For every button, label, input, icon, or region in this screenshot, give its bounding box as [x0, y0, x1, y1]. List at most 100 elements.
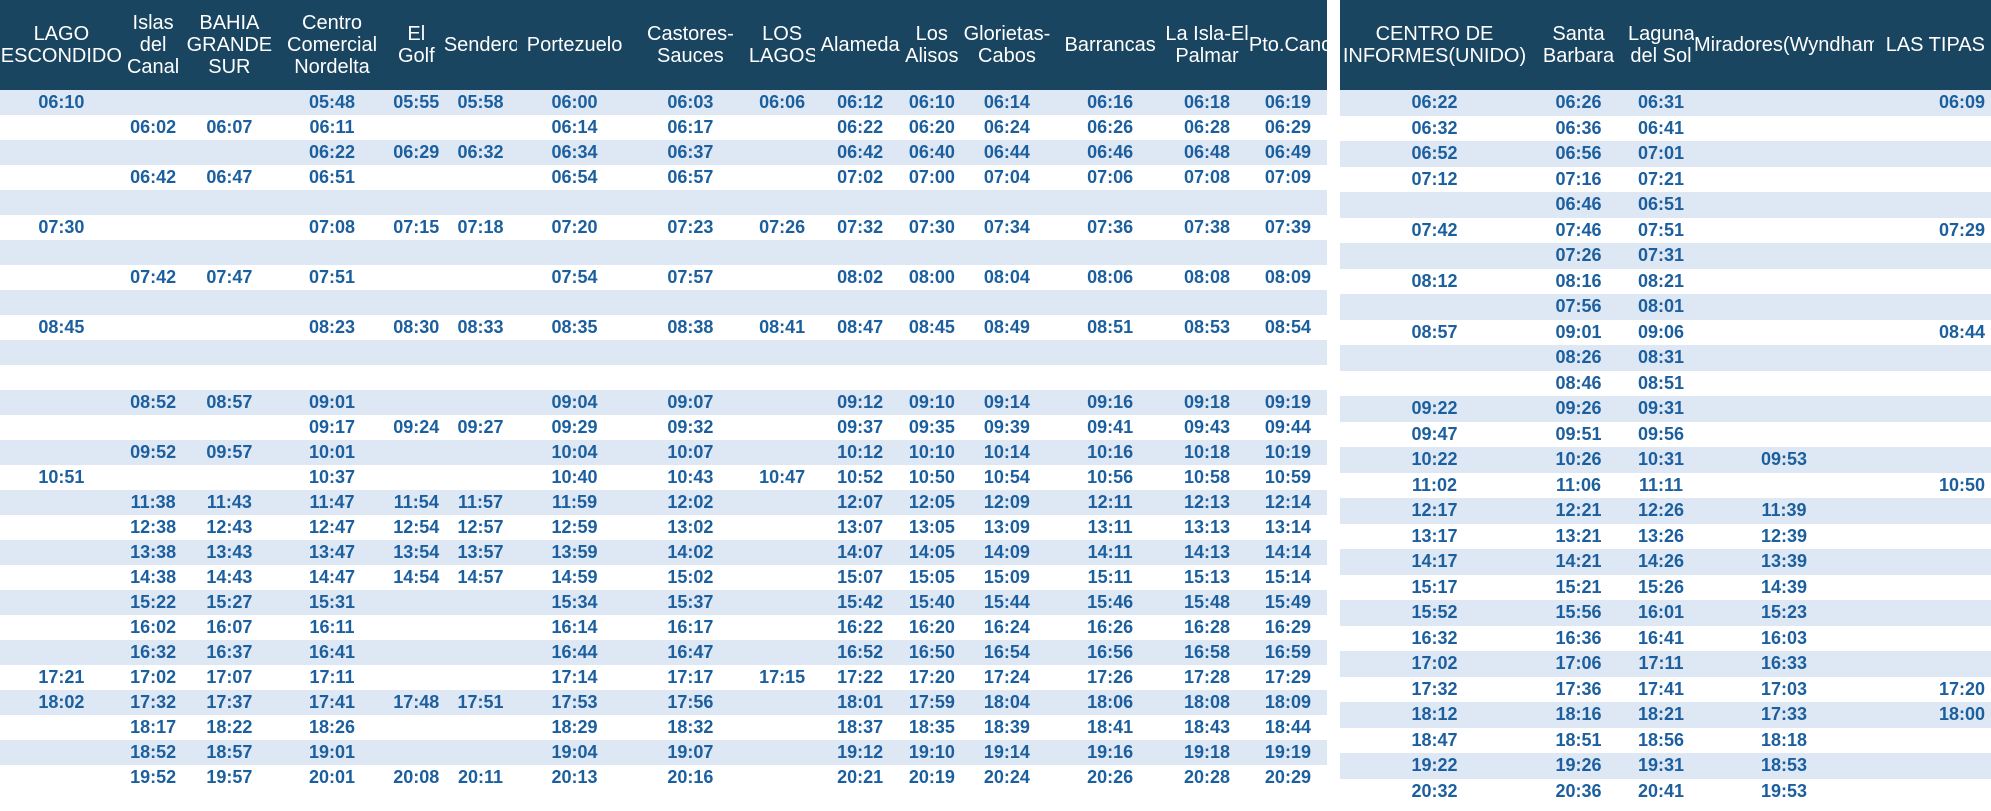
time-cell: 10:40 — [517, 465, 632, 490]
time-cell: 15:52 — [1340, 600, 1529, 626]
time-cell — [388, 740, 444, 765]
table-row: 10:22 10:26 10:31 09:53 — [1340, 447, 1991, 473]
time-cell — [122, 140, 184, 165]
table-row: 06:46 06:51 — [1340, 192, 1991, 218]
time-cell — [388, 615, 444, 640]
time-cell — [1694, 141, 1874, 167]
column-header: Santa Barbara — [1529, 0, 1628, 90]
time-cell: 16:01 — [1628, 600, 1694, 626]
time-cell: 06:37 — [631, 140, 749, 165]
time-cell: 06:42 — [815, 140, 905, 165]
table-row: 07:42 07:46 07:51 07:29 — [1340, 217, 1991, 243]
time-cell — [275, 190, 389, 215]
time-cell: 18:00 — [1874, 702, 1991, 728]
time-cell: 20:13 — [517, 765, 632, 790]
time-cell: 09:51 — [1529, 421, 1628, 447]
time-cell: 12:09 — [958, 490, 1056, 515]
time-cell: 10:16 — [1055, 440, 1166, 465]
time-cell: 09:06 — [1628, 319, 1694, 345]
time-cell: 13:11 — [1055, 515, 1166, 540]
time-cell — [748, 165, 816, 190]
time-cell: 06:26 — [1529, 90, 1628, 116]
time-cell — [1874, 421, 1991, 447]
time-cell: 16:54 — [958, 640, 1056, 665]
table-row: 18:17 18:22 18:26 18:29 18:32 18:37 18:35 18:39… — [0, 715, 1327, 740]
time-cell: 16:41 — [1628, 625, 1694, 651]
column-header: La Isla-El Palmar — [1165, 0, 1249, 90]
time-cell — [388, 590, 444, 615]
time-cell: 16:24 — [958, 615, 1056, 640]
time-cell: 14:47 — [275, 565, 389, 590]
time-cell — [443, 440, 518, 465]
time-cell: 09:18 — [1165, 390, 1249, 415]
time-cell: 08:31 — [1628, 345, 1694, 371]
time-cell: 15:05 — [904, 565, 959, 590]
table-row: 17:21 17:02 17:07 17:11 17:14 17:17 17:15 17:22… — [0, 665, 1327, 690]
time-cell: 07:36 — [1055, 215, 1166, 240]
time-cell: 19:16 — [1055, 740, 1166, 765]
time-cell — [517, 290, 632, 315]
time-cell: 17:53 — [517, 690, 632, 715]
time-cell — [517, 365, 632, 390]
time-cell — [1694, 115, 1874, 141]
time-cell: 06:46 — [1529, 192, 1628, 218]
time-cell — [122, 315, 184, 340]
time-cell — [748, 740, 816, 765]
time-cell — [631, 340, 749, 365]
time-cell: 07:39 — [1248, 215, 1327, 240]
time-cell — [275, 290, 389, 315]
time-cell: 18:53 — [1694, 753, 1874, 779]
time-cell — [1694, 472, 1874, 498]
time-cell: 06:22 — [815, 115, 905, 140]
time-cell: 10:22 — [1340, 447, 1529, 473]
time-cell — [1340, 345, 1529, 371]
time-cell — [183, 240, 276, 265]
table-row: 06:02 06:07 06:11 06:14 06:17 06:22 06:20 06:24… — [0, 115, 1327, 140]
time-cell: 15:46 — [1055, 590, 1166, 615]
time-cell: 20:21 — [815, 765, 905, 790]
time-cell: 19:10 — [904, 740, 959, 765]
time-cell: 19:12 — [815, 740, 905, 765]
time-cell — [0, 565, 123, 590]
time-cell: 19:18 — [1165, 740, 1249, 765]
time-cell: 15:07 — [815, 565, 905, 590]
time-cell: 08:21 — [1628, 268, 1694, 294]
time-cell — [0, 440, 123, 465]
time-cell — [275, 240, 389, 265]
table-row: 16:32 16:36 16:41 16:03 — [1340, 625, 1991, 651]
time-cell — [122, 90, 184, 115]
time-cell: 09:24 — [388, 415, 444, 440]
time-cell: 07:47 — [183, 265, 276, 290]
time-cell: 09:22 — [1340, 396, 1529, 422]
time-cell: 17:11 — [1628, 651, 1694, 677]
time-cell: 14:21 — [1529, 549, 1628, 575]
time-cell — [815, 365, 905, 390]
time-cell: 12:26 — [1628, 498, 1694, 524]
time-cell: 08:53 — [1165, 315, 1249, 340]
table-row — [0, 340, 1327, 365]
time-cell — [1694, 294, 1874, 320]
time-cell: 13:17 — [1340, 523, 1529, 549]
time-cell: 10:43 — [631, 465, 749, 490]
time-cell — [748, 240, 816, 265]
time-cell — [748, 290, 816, 315]
column-header: Castores-Sauces — [631, 0, 749, 90]
table-row: 17:32 17:36 17:41 17:03 17:20 — [1340, 676, 1991, 702]
time-cell: 20:11 — [443, 765, 518, 790]
table-row: 11:02 11:06 11:11 10:50 — [1340, 472, 1991, 498]
time-cell — [443, 665, 518, 690]
column-header: Sendero — [443, 0, 518, 90]
table-body: 06:22 06:26 06:31 06:09 06:32 06:36 06:41 06:52… — [1340, 90, 1991, 804]
time-cell: 10:31 — [1628, 447, 1694, 473]
time-cell — [748, 765, 816, 790]
table-row: 08:57 09:01 09:06 08:44 — [1340, 319, 1991, 345]
time-cell: 07:23 — [631, 215, 749, 240]
time-cell — [1694, 243, 1874, 269]
table-row: 06:22 06:26 06:31 06:09 — [1340, 90, 1991, 116]
time-cell: 09:01 — [1529, 319, 1628, 345]
time-cell: 12:38 — [122, 515, 184, 540]
time-cell: 14:54 — [388, 565, 444, 590]
column-header: Miradores(Wyndham) — [1694, 0, 1874, 90]
time-cell: 17:21 — [0, 665, 123, 690]
time-cell — [748, 190, 816, 215]
